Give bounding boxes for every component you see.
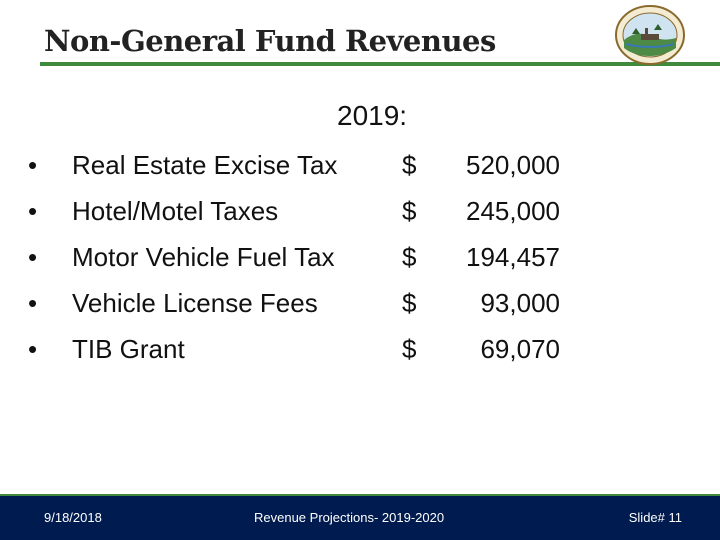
footer-divider <box>0 494 720 497</box>
amount-value: 245,000 <box>466 196 560 226</box>
bullet: • <box>28 150 38 180</box>
currency-symbol: $ <box>402 150 417 180</box>
bullet: • <box>28 196 38 226</box>
currency-symbol: $ <box>402 334 417 364</box>
bullet: • <box>28 288 38 318</box>
list-item: • TIB Grant $ 69,070 <box>28 326 588 372</box>
slide-title: Non-General Fund Revenues <box>44 24 496 58</box>
amount-value: 194,457 <box>466 242 560 272</box>
slide-number: Slide# 11 <box>628 510 682 525</box>
amount-value: 69,070 <box>480 334 560 364</box>
revenue-label: TIB Grant <box>72 334 185 364</box>
revenue-label: Vehicle License Fees <box>72 288 318 318</box>
amount-value: 93,000 <box>480 288 560 318</box>
currency-symbol: $ <box>402 288 417 318</box>
slide-footer: 9/18/2018 Revenue Projections- 2019-2020… <box>0 496 720 540</box>
list-item: • Motor Vehicle Fuel Tax $ 194,457 <box>28 234 588 280</box>
revenue-label: Motor Vehicle Fuel Tax <box>72 242 335 272</box>
currency-symbol: $ <box>402 196 417 226</box>
title-divider <box>40 62 720 66</box>
revenue-list: • Real Estate Excise Tax $ 520,000 • Hot… <box>28 142 588 372</box>
list-item: • Hotel/Motel Taxes $ 245,000 <box>28 188 588 234</box>
revenue-label: Real Estate Excise Tax <box>72 150 338 180</box>
year-heading: 2019: <box>337 100 408 131</box>
list-item: • Real Estate Excise Tax $ 520,000 <box>28 142 588 188</box>
currency-symbol: $ <box>402 242 417 272</box>
bullet: • <box>28 334 38 364</box>
revenue-label: Hotel/Motel Taxes <box>72 196 279 226</box>
list-item: • Vehicle License Fees $ 93,000 <box>28 280 588 326</box>
city-seal-icon <box>615 5 685 65</box>
amount-value: 520,000 <box>466 150 560 180</box>
footer-title: Revenue Projections- 2019-2020 <box>254 510 445 525</box>
bullet: • <box>28 242 38 272</box>
footer-date: 9/18/2018 <box>44 510 102 525</box>
